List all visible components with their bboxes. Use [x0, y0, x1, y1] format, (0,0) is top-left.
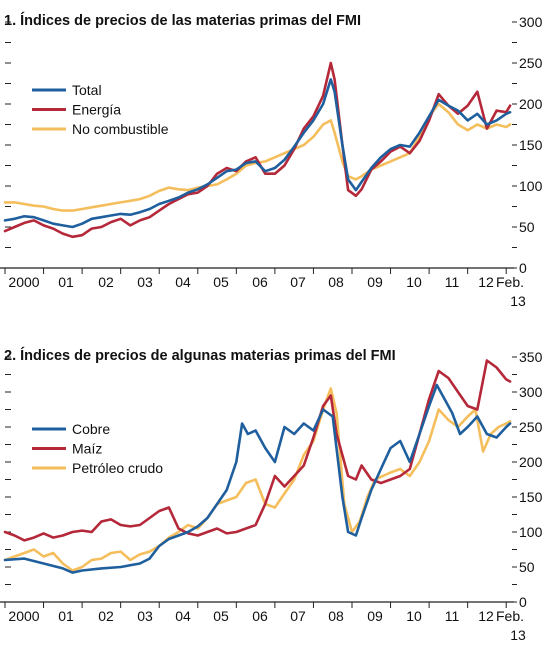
x-tick-label: 10	[406, 274, 422, 290]
x-tick-label: 07	[290, 274, 306, 290]
series-line-maíz	[3, 359, 512, 542]
chart-panel-1: 1. Índices de precios de las materias pr…	[0, 12, 543, 309]
y-tick-label: 250	[519, 55, 543, 71]
series-line-total	[3, 78, 512, 229]
x-tick-label-extra: 13	[510, 293, 526, 309]
x-tick-label: 03	[137, 274, 153, 290]
x-tick-label: 05	[213, 608, 229, 624]
x-tick-label: Feb.	[496, 608, 524, 624]
x-tick-label: 08	[328, 274, 344, 290]
chart-title-2: 2. Índices de precios de algunas materia…	[4, 347, 396, 364]
x-tick-label: 10	[406, 608, 422, 624]
legend-label: Energía	[72, 102, 121, 118]
y-tick-label: 150	[519, 137, 543, 153]
legend-2: Cobre Maíz Petróleo crudo	[32, 421, 163, 476]
y-axis-2: 0 50 100 150 200 250 300 350	[5, 349, 543, 610]
y-tick-label: 350	[519, 349, 543, 365]
legend-label: Cobre	[72, 421, 110, 437]
x-tick-label: 04	[175, 274, 191, 290]
y-tick-label: 50	[519, 219, 535, 235]
y-tick-label: 300	[519, 14, 543, 30]
y-tick-label: 0	[519, 594, 527, 610]
x-axis-2: 2000 01 02 03 04 05 06 07 08 09 10 11 12 Feb. 13	[0, 601, 526, 643]
series-line-energía	[3, 61, 512, 239]
series-line-cobre	[3, 383, 512, 574]
x-tick-label: 12	[478, 608, 494, 624]
y-axis-1: 0 50 100 150 200 250 300	[5, 14, 543, 276]
x-tick-label: 09	[367, 608, 383, 624]
x-tick-label: 01	[58, 274, 74, 290]
legend-label: Maíz	[72, 441, 102, 457]
y-tick-label: 50	[519, 559, 535, 575]
legend-label: No combustible	[72, 121, 169, 137]
x-tick-label: 08	[328, 608, 344, 624]
y-tick-label: 200	[519, 454, 543, 470]
x-tick-label: 02	[98, 608, 114, 624]
chart-panel-2: 2. Índices de precios de algunas materia…	[0, 347, 543, 643]
x-tick-label: 02	[98, 274, 114, 290]
x-tick-label: 09	[367, 274, 383, 290]
x-tick-label: 01	[58, 608, 74, 624]
x-tick-label: 2000	[8, 274, 39, 290]
series-line-petróleo-crudo	[3, 387, 512, 572]
y-tick-label: 0	[519, 260, 527, 276]
legend-1: Total Energía No combustible	[32, 82, 169, 137]
x-tick-label: 2000	[8, 608, 39, 624]
x-tick-label: 05	[213, 274, 229, 290]
series-group-1	[3, 61, 512, 239]
x-tick-label: 04	[175, 608, 191, 624]
x-tick-label: 06	[252, 608, 268, 624]
chart-title-1: 1. Índices de precios de las materias pr…	[4, 12, 361, 29]
x-tick-label: 11	[445, 274, 460, 290]
x-tick-label: 11	[445, 608, 460, 624]
y-tick-label: 300	[519, 384, 543, 400]
y-tick-label: 100	[519, 178, 543, 194]
x-tick-label: 03	[137, 608, 153, 624]
x-tick-label-extra: 13	[510, 627, 526, 643]
y-tick-label: 200	[519, 96, 543, 112]
x-tick-label: Feb.	[496, 274, 524, 290]
series-line-no-combustible	[3, 102, 512, 212]
x-tick-label: 06	[252, 274, 268, 290]
y-tick-label: 250	[519, 419, 543, 435]
x-tick-label: 07	[290, 608, 306, 624]
x-axis-1: 2000 01 02 03 04 05 06 07 08 09 10 11 12 Feb. 13	[0, 267, 526, 309]
series-group-2	[3, 359, 512, 574]
legend-label: Petróleo crudo	[72, 460, 163, 476]
y-tick-label: 100	[519, 524, 543, 540]
legend-label: Total	[72, 82, 102, 98]
x-tick-label: 12	[478, 274, 494, 290]
y-tick-label: 150	[519, 489, 543, 505]
